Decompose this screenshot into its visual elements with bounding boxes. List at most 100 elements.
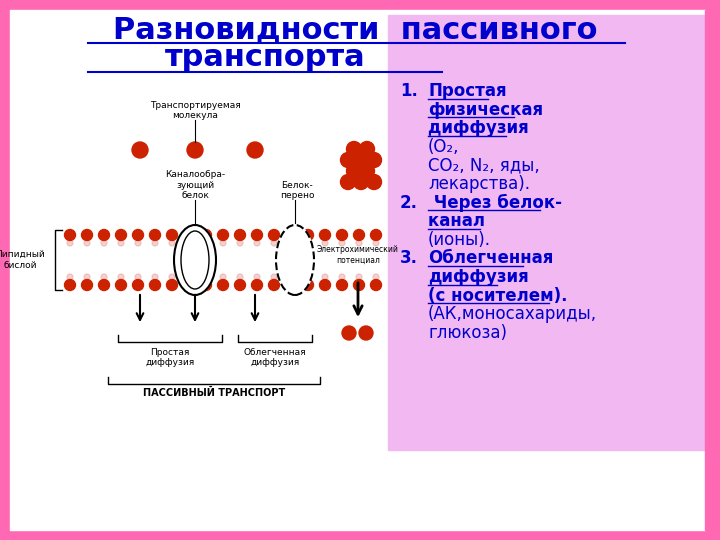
Circle shape — [132, 142, 148, 158]
Circle shape — [81, 230, 92, 240]
Circle shape — [356, 274, 362, 280]
Text: Липидный
бислой: Липидный бислой — [0, 251, 45, 269]
Circle shape — [354, 280, 364, 291]
Circle shape — [81, 280, 92, 291]
Circle shape — [135, 240, 141, 246]
Text: Транспортируемая
молекула: Транспортируемая молекула — [150, 100, 240, 120]
Circle shape — [101, 274, 107, 280]
Circle shape — [254, 240, 260, 246]
Circle shape — [99, 280, 109, 291]
Circle shape — [336, 230, 348, 240]
Circle shape — [150, 230, 161, 240]
Circle shape — [237, 240, 243, 246]
Circle shape — [203, 274, 209, 280]
Circle shape — [305, 274, 311, 280]
Text: Облегченная: Облегченная — [428, 249, 554, 267]
Ellipse shape — [174, 225, 216, 295]
Circle shape — [135, 274, 141, 280]
Circle shape — [84, 274, 90, 280]
Circle shape — [152, 240, 158, 246]
Circle shape — [359, 141, 374, 157]
Ellipse shape — [276, 225, 314, 295]
Circle shape — [320, 280, 330, 291]
Text: Через белок-: Через белок- — [428, 194, 562, 212]
Circle shape — [366, 174, 382, 190]
Circle shape — [235, 280, 246, 291]
Circle shape — [254, 274, 260, 280]
Circle shape — [354, 230, 364, 240]
Circle shape — [356, 240, 362, 246]
Circle shape — [186, 274, 192, 280]
Circle shape — [288, 274, 294, 280]
Circle shape — [359, 326, 373, 340]
Circle shape — [371, 230, 382, 240]
Circle shape — [336, 280, 348, 291]
Text: (с носителем).: (с носителем). — [428, 287, 567, 305]
Text: канал: канал — [428, 212, 491, 230]
Circle shape — [200, 280, 212, 291]
Circle shape — [200, 230, 212, 240]
Circle shape — [247, 142, 263, 158]
Circle shape — [346, 141, 361, 157]
Circle shape — [115, 280, 127, 291]
Circle shape — [366, 152, 382, 167]
Circle shape — [251, 230, 263, 240]
Circle shape — [203, 240, 209, 246]
Circle shape — [271, 240, 277, 246]
Circle shape — [169, 274, 175, 280]
Circle shape — [359, 164, 374, 179]
Circle shape — [373, 240, 379, 246]
Circle shape — [322, 240, 328, 246]
Circle shape — [186, 240, 192, 246]
Circle shape — [373, 274, 379, 280]
Circle shape — [118, 274, 124, 280]
Text: Белок-
перено: Белок- перено — [280, 180, 314, 200]
Circle shape — [271, 274, 277, 280]
Text: диффузия: диффузия — [428, 268, 528, 286]
Circle shape — [322, 274, 328, 280]
Text: 2.: 2. — [400, 194, 418, 212]
Text: физическая: физическая — [428, 100, 543, 119]
Circle shape — [166, 280, 178, 291]
Circle shape — [132, 230, 143, 240]
Text: Каналообра-
зующий
белок: Каналообра- зующий белок — [165, 170, 225, 200]
Circle shape — [169, 240, 175, 246]
Circle shape — [286, 280, 297, 291]
Text: 1.: 1. — [400, 82, 418, 100]
Circle shape — [269, 280, 279, 291]
Circle shape — [341, 174, 356, 190]
Ellipse shape — [181, 231, 209, 289]
Text: глюкоза): глюкоза) — [428, 324, 507, 342]
Text: СО₂, N₂, яды,: СО₂, N₂, яды, — [428, 157, 540, 174]
Circle shape — [269, 230, 279, 240]
Circle shape — [302, 230, 313, 240]
Circle shape — [217, 280, 228, 291]
Text: транспорта: транспорта — [165, 44, 365, 72]
Circle shape — [220, 274, 226, 280]
Circle shape — [101, 240, 107, 246]
Circle shape — [354, 174, 369, 190]
Circle shape — [235, 230, 246, 240]
Circle shape — [67, 274, 73, 280]
Circle shape — [342, 326, 356, 340]
Text: лекарства).: лекарства). — [428, 175, 530, 193]
Circle shape — [339, 240, 345, 246]
Text: Электрохимический
потенциал: Электрохимический потенциал — [317, 245, 399, 265]
Text: Разновидности  пассивного: Разновидности пассивного — [113, 16, 598, 44]
Text: (АК,моносахариды,: (АК,моносахариды, — [428, 305, 597, 323]
Text: Простая: Простая — [428, 82, 507, 100]
Bar — [705, 10, 715, 530]
Circle shape — [115, 230, 127, 240]
Text: Облегченная
диффузия: Облегченная диффузия — [243, 348, 306, 367]
Text: (ионы).: (ионы). — [428, 231, 491, 249]
Circle shape — [184, 280, 194, 291]
Circle shape — [150, 280, 161, 291]
Circle shape — [305, 240, 311, 246]
Circle shape — [84, 240, 90, 246]
Circle shape — [371, 280, 382, 291]
Circle shape — [118, 240, 124, 246]
Circle shape — [320, 230, 330, 240]
Circle shape — [152, 274, 158, 280]
Text: ПАССИВНЫЙ ТРАНСПОРТ: ПАССИВНЫЙ ТРАНСПОРТ — [143, 388, 285, 398]
Circle shape — [346, 164, 361, 179]
